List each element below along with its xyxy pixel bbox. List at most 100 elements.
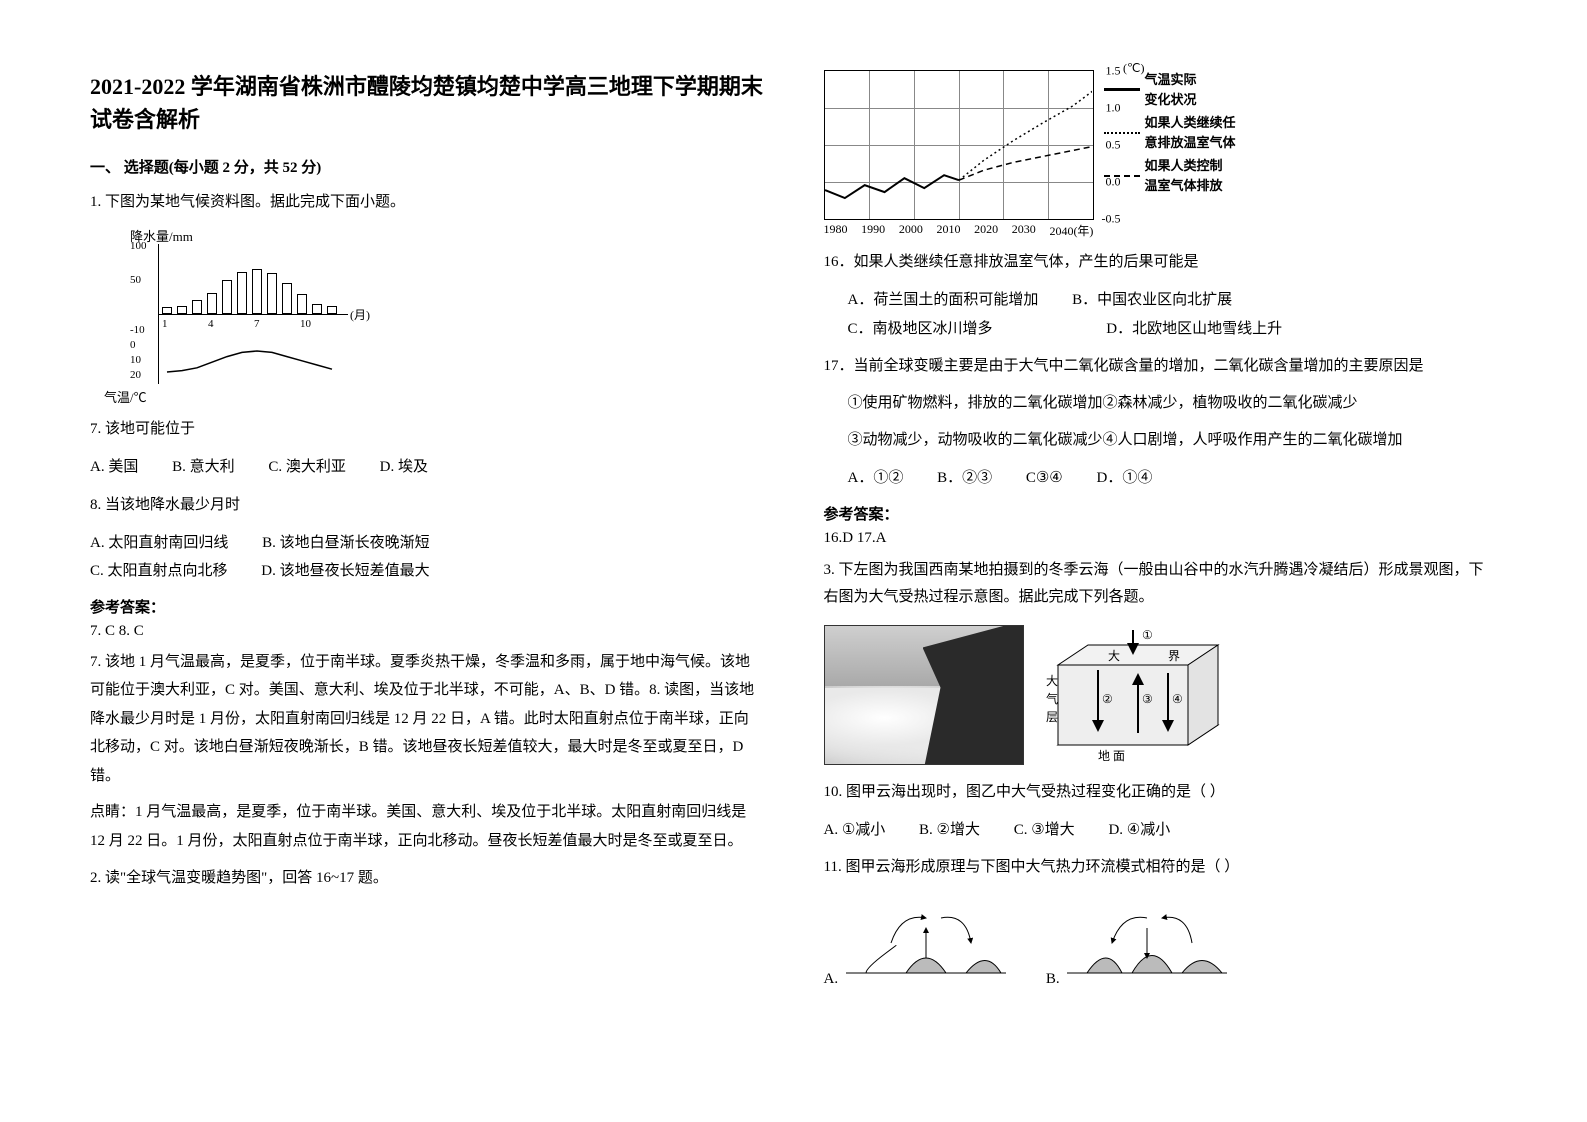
temp-tick-20: 20 (130, 369, 141, 381)
q3-10-B: B. ②增大 (919, 816, 980, 845)
legend-continue-l1: 如果人类继续任 (1145, 115, 1236, 130)
q3-11-stem: 11. 图甲云海形成原理与下图中大气热力环流模式相符的是（ ） (824, 854, 1498, 881)
q3-10-stem: 10. 图甲云海出现时，图乙中大气受热过程变化正确的是（ ） (824, 779, 1498, 806)
q1-8-D: D. 该地昼夜长短差值最大 (261, 557, 429, 586)
warm-x-2030: 2030 (1012, 222, 1036, 239)
legend-solid-icon (1104, 88, 1140, 91)
warm-x-unit: (年) (1073, 224, 1093, 238)
svg-text:③: ③ (1142, 692, 1153, 706)
q2-stem: 2. 读"全球气温变暖趋势图"，回答 16~17 题。 (90, 865, 764, 892)
q2-17-choices: A．①② B．②③ C③④ D．①④ (824, 464, 1498, 493)
q2-16-choices: A．荷兰国土的面积可能增加 B．中国农业区向北扩展 C．南极地区冰川增多 D．北… (824, 286, 1498, 343)
q1-8-choices: A. 太阳直射南回归线 B. 该地白昼渐长夜晚渐短 C. 太阳直射点向北移 D.… (90, 529, 764, 586)
q1-tip: 点睛：1 月气温最高，是夏季，位于南半球。美国、意大利、埃及位于北半球。太阳直射… (90, 798, 764, 855)
q1-7-B: B. 意大利 (172, 453, 235, 482)
warm-y-0.0: 0.0 (1106, 175, 1121, 190)
left-column: 2021-2022 学年湖南省株洲市醴陵均楚镇均楚中学高三地理下学期期末试卷含解… (90, 70, 764, 1052)
q2-16-stem: 16．如果人类继续任意排放温室气体，产生的后果可能是 (824, 249, 1498, 276)
q3-10-D: D. ④减小 (1108, 816, 1170, 845)
q2-16-A: A．荷兰国土的面积可能增加 (848, 286, 1039, 315)
thermal-circ-options: A. B. (824, 893, 1498, 988)
warm-x-2000: 2000 (899, 222, 923, 239)
warming-chart: 1.5 1.0 0.5 0.0 -0.5 (℃) (824, 70, 1094, 220)
q1-answer-hdr: 参考答案： (90, 596, 764, 617)
q2-16-D: D．北欧地区山地雪线上升 (1106, 315, 1282, 344)
q3-figure-wrap: ① ② ③ ④ 大 界 大 气 层 地 面 (824, 625, 1498, 765)
legend-control-l1: 如果人类控制 (1145, 158, 1223, 173)
warming-x-labels: 1980 1990 2000 2010 2020 2030 2040(年) (824, 222, 1094, 239)
warming-legend: 气温实际变化状况 如果人类继续任意排放温室气体 如果人类控制温室气体排放 (1104, 70, 1236, 199)
q1-answer: 7. C 8. C (90, 623, 764, 640)
q1-stem: 1. 下图为某地气候资料图。据此完成下面小题。 (90, 189, 764, 216)
legend-dotted-icon (1104, 132, 1140, 134)
precip-tick-100: 100 (130, 240, 147, 252)
warm-x-1980: 1980 (824, 222, 848, 239)
q1-7-A: A. 美国 (90, 453, 138, 482)
opt-B-label: B. (1046, 971, 1060, 987)
q2-16-C: C．南极地区冰川增多 (848, 315, 993, 344)
thermal-circ-B: B. (1046, 893, 1228, 988)
warm-x-2040: 2040 (1049, 224, 1073, 238)
q3-10-choices: A. ①减小 B. ②增大 C. ③增大 D. ④减小 (824, 816, 1498, 845)
section-1-header: 一、 选择题(每小题 2 分，共 52 分) (90, 156, 764, 177)
svg-text:②: ② (1102, 692, 1113, 706)
q1-8-C: C. 太阳直射点向北移 (90, 557, 228, 586)
svg-text:④: ④ (1172, 692, 1183, 706)
temp-tick-0: 0 (130, 339, 136, 351)
q1-7-D: D. 埃及 (380, 453, 428, 482)
warm-x-2020: 2020 (974, 222, 998, 239)
q2-17-stem: 17．当前全球变暖主要是由于大气中二氧化碳含量的增加，二氧化碳含量增加的主要原因… (824, 353, 1498, 380)
q1-8-A: A. 太阳直射南回归线 (90, 529, 228, 558)
warming-chart-wrap: 1.5 1.0 0.5 0.0 -0.5 (℃) 1980 1990 2000 … (824, 70, 1498, 239)
warm-x-2010: 2010 (936, 222, 960, 239)
q2-17-B: B．②③ (937, 464, 992, 493)
legend-control-l2: 温室气体排放 (1145, 178, 1223, 193)
q2-17-D: D．①④ (1097, 464, 1153, 493)
warm-x-1990: 1990 (861, 222, 885, 239)
q3-10-C: C. ③增大 (1014, 816, 1075, 845)
cloud-sea-photo (824, 625, 1024, 765)
q2-16-B: B．中国农业区向北扩展 (1072, 286, 1232, 315)
q1-7-choices: A. 美国 B. 意大利 C. 澳大利亚 D. 埃及 (90, 453, 764, 482)
precip-tick-50: 50 (130, 274, 141, 286)
q1-8-B: B. 该地白昼渐长夜晚渐短 (262, 529, 430, 558)
q2-17-C: C③④ (1026, 464, 1063, 493)
svg-text:大: 大 (1046, 674, 1058, 688)
warm-y-1.5: 1.5 (1106, 64, 1121, 79)
q2-17-stmts2: ③动物减少，动物吸收的二氧化碳减少④人口剧增，人呼吸作用产生的二氧化碳增加 (824, 427, 1498, 454)
svg-text:界: 界 (1168, 649, 1180, 663)
svg-text:层: 层 (1046, 710, 1058, 724)
q3-stem: 3. 下左图为我国西南某地拍摄到的冬季云海（一般由山谷中的水汽升腾遇冷凝结后）形… (824, 557, 1498, 611)
legend-actual-l1: 气温实际 (1145, 72, 1197, 87)
exam-title: 2021-2022 学年湖南省株洲市醴陵均楚镇均楚中学高三地理下学期期末试卷含解… (90, 70, 764, 136)
atmosphere-diagram: ① ② ③ ④ 大 界 大 气 层 地 面 (1038, 625, 1238, 765)
q1-7-C: C. 澳大利亚 (268, 453, 346, 482)
q1-8-stem: 8. 当该地降水最少月时 (90, 492, 764, 519)
warming-lines (825, 71, 1093, 220)
q1-7-stem: 7. 该地可能位于 (90, 416, 764, 443)
opt-A-label: A. (824, 971, 839, 987)
q1-explain: 7. 该地 1 月气温最高，是夏季，位于南半球。夏季炎热干燥，冬季温和多雨，属于… (90, 648, 764, 791)
q2-17-stmts1: ①使用矿物燃料，排放的二氧化碳增加②森林减少，植物吸收的二氧化碳减少 (824, 390, 1498, 417)
temp-line (158, 244, 348, 384)
legend-continue-l2: 意排放温室气体 (1145, 135, 1236, 150)
svg-text:气: 气 (1046, 691, 1058, 706)
q3-10-A: A. ①减小 (824, 816, 886, 845)
legend-actual-l2: 变化状况 (1145, 92, 1197, 107)
svg-text:①: ① (1142, 628, 1153, 642)
right-column: 1.5 1.0 0.5 0.0 -0.5 (℃) 1980 1990 2000 … (824, 70, 1498, 1052)
thermal-circ-A: A. (824, 893, 1006, 988)
q2-answer: 16.D 17.A (824, 530, 1498, 547)
warm-y-n0.5: -0.5 (1102, 212, 1121, 227)
temp-tick-10: 10 (130, 354, 141, 366)
temp-axis-label: 气温/℃ (104, 387, 147, 406)
temp-tick-n10: -10 (130, 324, 145, 336)
q2-17-A: A．①② (848, 464, 904, 493)
svg-text:大: 大 (1108, 649, 1120, 663)
climate-plot-area: 100 50 -10 0 10 20 1 4 7 10 (月) (158, 244, 348, 384)
warm-y-unit: (℃) (1123, 61, 1144, 76)
warm-y-1.0: 1.0 (1106, 101, 1121, 116)
svg-text:地 面: 地 面 (1098, 749, 1125, 763)
climate-chart: 降水量/mm 气温/℃ 100 50 -10 0 10 20 1 4 7 10 … (110, 226, 370, 406)
month-unit: (月) (350, 306, 370, 323)
